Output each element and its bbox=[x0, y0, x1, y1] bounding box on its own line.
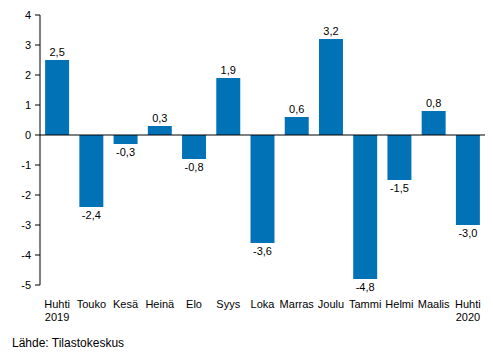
x-tick-label-line: Helmi bbox=[385, 298, 413, 310]
y-tick bbox=[35, 255, 40, 256]
y-tick bbox=[35, 105, 40, 106]
y-tick-label: -4 bbox=[21, 249, 31, 261]
y-axis bbox=[40, 15, 41, 285]
x-tick-label: Maalis bbox=[418, 298, 450, 310]
data-label: 1,9 bbox=[221, 64, 236, 76]
zero-line bbox=[40, 135, 485, 136]
x-tick-label-line: Kesä bbox=[113, 298, 139, 310]
y-tick-label: -1 bbox=[21, 159, 31, 171]
bar bbox=[114, 135, 138, 144]
source: Lähde: Tilastokeskus bbox=[12, 336, 124, 350]
y-tick bbox=[35, 195, 40, 196]
x-tick-label: Syys bbox=[216, 298, 240, 310]
bar bbox=[387, 135, 411, 180]
x-tick-label: Joulu bbox=[318, 298, 344, 310]
y-tick-label: -2 bbox=[21, 189, 31, 201]
data-label: -0,8 bbox=[185, 161, 204, 173]
data-label: -1,5 bbox=[390, 182, 409, 194]
bar bbox=[79, 135, 103, 207]
x-tick-label-line: Maalis bbox=[418, 298, 450, 310]
x-tick-label: Huhti2020 bbox=[455, 298, 481, 323]
x-tick-label-line: Elo bbox=[186, 298, 202, 310]
x-tick-label-line: Tammi bbox=[349, 298, 381, 310]
x-tick-label-line: Huhti bbox=[455, 298, 481, 310]
bar bbox=[319, 39, 343, 135]
x-tick-label: Tammi bbox=[349, 298, 381, 310]
x-tick-label-line: Huhti bbox=[44, 298, 70, 310]
data-label: 0,6 bbox=[289, 103, 304, 115]
y-tick-label: 1 bbox=[25, 99, 31, 111]
y-tick bbox=[35, 135, 40, 136]
data-label: -3,6 bbox=[253, 245, 272, 257]
data-label: 2,5 bbox=[49, 46, 64, 58]
x-tick-label-line: Touko bbox=[77, 298, 106, 310]
bar bbox=[216, 78, 240, 135]
x-tick-label: Touko bbox=[77, 298, 106, 310]
x-tick-label: Kesä bbox=[113, 298, 139, 310]
y-tick-label: 4 bbox=[25, 9, 31, 21]
x-tick-label: Heinä bbox=[145, 298, 175, 310]
y-tick bbox=[35, 225, 40, 226]
x-tick-label-line: Joulu bbox=[318, 298, 344, 310]
data-label: 0,8 bbox=[426, 97, 441, 109]
x-tick-label-line: Marras bbox=[280, 298, 315, 310]
x-tick-label: Helmi bbox=[385, 298, 413, 310]
bars bbox=[45, 39, 480, 279]
y-tick-label: 0 bbox=[25, 129, 31, 141]
x-tick-label-line: 2020 bbox=[456, 311, 480, 323]
y-tick-label: -3 bbox=[21, 219, 31, 231]
bar bbox=[285, 117, 309, 135]
bar bbox=[45, 60, 69, 135]
x-tick-label: Loka bbox=[251, 298, 276, 310]
y-tick bbox=[35, 15, 40, 16]
bar bbox=[353, 135, 377, 279]
bar bbox=[456, 135, 480, 225]
y-tick-label: 2 bbox=[25, 69, 31, 81]
y-tick bbox=[35, 165, 40, 166]
x-tick-label-line: Heinä bbox=[145, 298, 175, 310]
data-label: -3,0 bbox=[458, 227, 477, 239]
data-label: 3,2 bbox=[323, 25, 338, 37]
bar bbox=[251, 135, 275, 243]
x-tick-label-line: Syys bbox=[216, 298, 240, 310]
data-label: 0,3 bbox=[152, 112, 167, 124]
data-label: -4,8 bbox=[356, 281, 375, 293]
bar bbox=[182, 135, 206, 159]
y-tick bbox=[35, 285, 40, 286]
y-tick bbox=[35, 75, 40, 76]
y-tick bbox=[35, 45, 40, 46]
data-label: -0,3 bbox=[116, 146, 135, 158]
x-tick-label-line: Loka bbox=[251, 298, 276, 310]
x-tick-label: Huhti2019 bbox=[44, 298, 70, 323]
x-tick-label-line: 2019 bbox=[45, 311, 69, 323]
y-tick-label: -5 bbox=[21, 279, 31, 291]
data-label: -2,4 bbox=[82, 209, 101, 221]
chart: -5 -4 -3 -2 -1 0 1 2 3 4 2,5 -2,4 -0,3 0,3 -0,8 1,9 -3,6… bbox=[0, 0, 493, 360]
y-tick-label: 3 bbox=[25, 39, 31, 51]
bar bbox=[422, 111, 446, 135]
x-tick-label: Marras bbox=[280, 298, 315, 310]
bar bbox=[148, 126, 172, 135]
x-tick-label: Elo bbox=[186, 298, 202, 310]
